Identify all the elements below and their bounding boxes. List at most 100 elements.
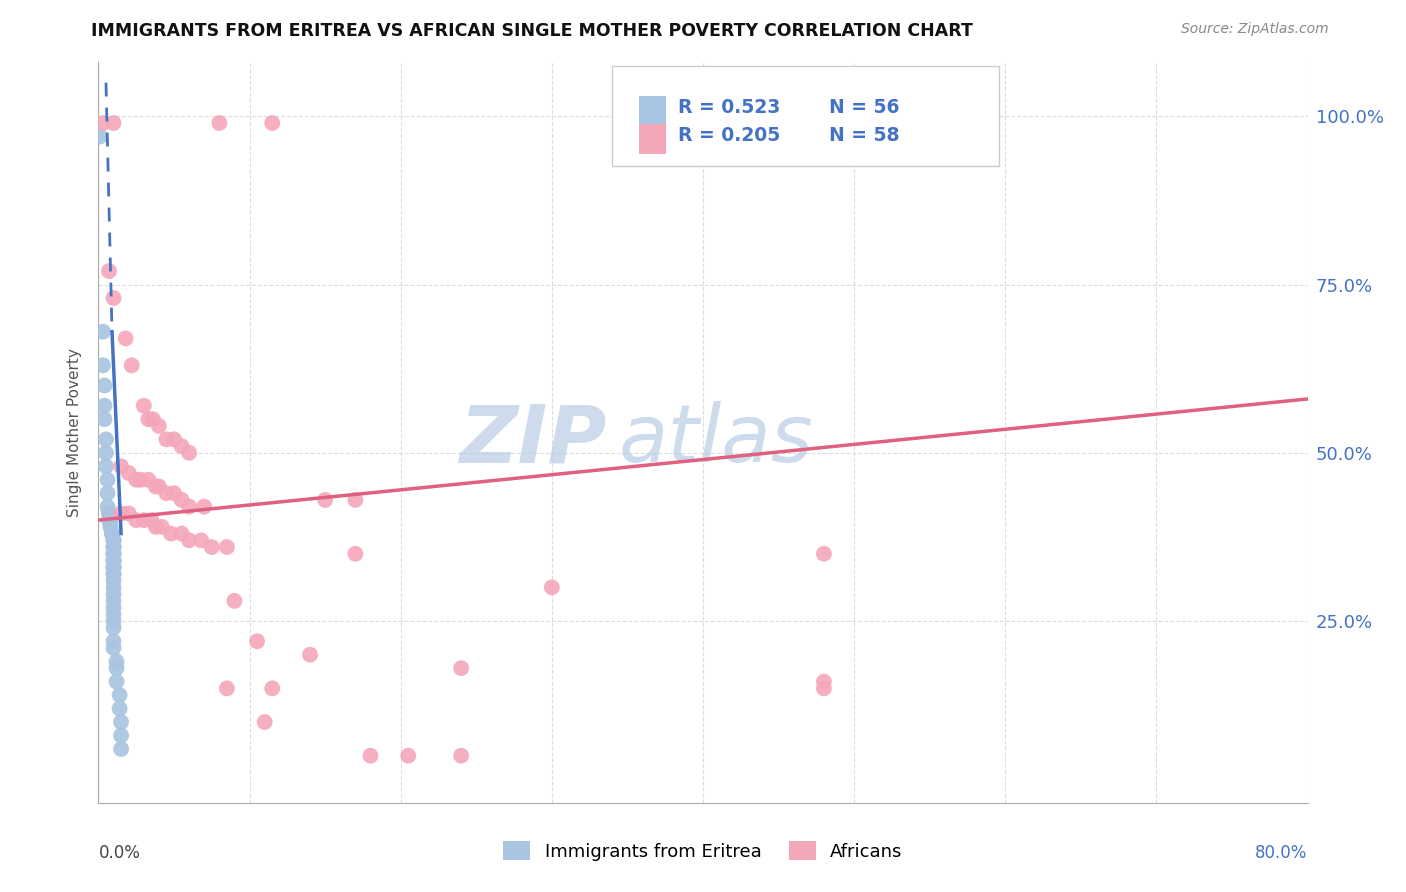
- Y-axis label: Single Mother Poverty: Single Mother Poverty: [67, 348, 83, 517]
- Point: [103, 640, 125, 655]
- Point: [314, 492, 336, 507]
- Point: [103, 574, 125, 588]
- Point: [91, 116, 114, 130]
- Text: 80.0%: 80.0%: [1256, 844, 1308, 862]
- Point: [89, 129, 111, 144]
- Point: [103, 533, 125, 548]
- Point: [208, 116, 231, 130]
- Point: [103, 594, 125, 608]
- Point: [110, 729, 132, 743]
- Point: [94, 446, 117, 460]
- Point: [170, 492, 193, 507]
- Point: [253, 714, 276, 729]
- Point: [121, 359, 143, 373]
- Point: [813, 674, 835, 689]
- Point: [114, 331, 136, 345]
- Point: [201, 540, 224, 554]
- FancyBboxPatch shape: [638, 124, 665, 153]
- Point: [163, 433, 186, 447]
- Point: [170, 439, 193, 453]
- Text: R = 0.523: R = 0.523: [678, 98, 780, 117]
- Point: [103, 560, 125, 574]
- Point: [179, 500, 201, 514]
- Point: [540, 581, 562, 595]
- Point: [224, 594, 246, 608]
- FancyBboxPatch shape: [638, 95, 665, 126]
- Point: [108, 701, 131, 715]
- Point: [215, 540, 238, 554]
- Point: [98, 513, 121, 527]
- Legend: Immigrants from Eritrea, Africans: Immigrants from Eritrea, Africans: [496, 834, 910, 868]
- Text: R = 0.205: R = 0.205: [678, 126, 780, 145]
- Text: IMMIGRANTS FROM ERITREA VS AFRICAN SINGLE MOTHER POVERTY CORRELATION CHART: IMMIGRANTS FROM ERITREA VS AFRICAN SINGL…: [91, 22, 973, 40]
- Point: [94, 459, 117, 474]
- FancyBboxPatch shape: [613, 66, 1000, 166]
- Point: [103, 553, 125, 567]
- Point: [100, 513, 122, 527]
- Point: [360, 748, 382, 763]
- Point: [163, 486, 186, 500]
- Point: [103, 621, 125, 635]
- Point: [101, 526, 124, 541]
- Point: [141, 513, 163, 527]
- Point: [110, 742, 132, 756]
- Point: [103, 547, 125, 561]
- Point: [103, 560, 125, 574]
- Text: N = 58: N = 58: [828, 126, 900, 145]
- Point: [103, 614, 125, 628]
- Point: [148, 479, 170, 493]
- Point: [125, 473, 148, 487]
- Point: [100, 520, 122, 534]
- Point: [103, 581, 125, 595]
- Point: [91, 325, 114, 339]
- Text: 0.0%: 0.0%: [98, 844, 141, 862]
- Point: [103, 540, 125, 554]
- Point: [103, 607, 125, 622]
- Point: [110, 507, 132, 521]
- Point: [105, 655, 128, 669]
- Text: N = 56: N = 56: [828, 98, 900, 117]
- Point: [170, 526, 193, 541]
- Point: [94, 433, 117, 447]
- Point: [344, 547, 367, 561]
- Point: [93, 378, 115, 392]
- Point: [103, 566, 125, 581]
- Point: [246, 634, 269, 648]
- Point: [103, 533, 125, 548]
- Point: [103, 600, 125, 615]
- Point: [98, 264, 121, 278]
- Point: [103, 547, 125, 561]
- Text: ZIP: ZIP: [458, 401, 606, 479]
- Point: [103, 533, 125, 548]
- Point: [103, 540, 125, 554]
- Point: [155, 433, 177, 447]
- Point: [145, 479, 167, 493]
- Point: [101, 526, 124, 541]
- Point: [215, 681, 238, 696]
- Point: [129, 473, 152, 487]
- Point: [91, 359, 114, 373]
- Point: [103, 540, 125, 554]
- Point: [96, 473, 118, 487]
- Point: [150, 520, 173, 534]
- Point: [142, 412, 165, 426]
- Point: [103, 553, 125, 567]
- Point: [100, 520, 122, 534]
- Point: [813, 547, 835, 561]
- Point: [132, 399, 155, 413]
- Point: [179, 446, 201, 460]
- Point: [101, 526, 124, 541]
- Point: [190, 533, 212, 548]
- Point: [136, 412, 159, 426]
- Point: [262, 681, 284, 696]
- Point: [396, 748, 419, 763]
- Point: [118, 466, 141, 480]
- Point: [103, 587, 125, 601]
- Point: [344, 492, 367, 507]
- Point: [105, 661, 128, 675]
- Point: [98, 507, 121, 521]
- Point: [813, 681, 835, 696]
- Point: [103, 566, 125, 581]
- Point: [179, 533, 201, 548]
- Point: [262, 116, 284, 130]
